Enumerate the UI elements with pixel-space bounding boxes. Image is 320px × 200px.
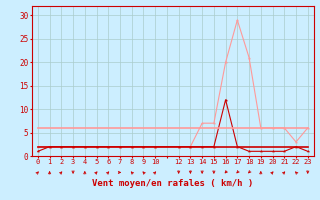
- X-axis label: Vent moyen/en rafales ( km/h ): Vent moyen/en rafales ( km/h ): [92, 179, 253, 188]
